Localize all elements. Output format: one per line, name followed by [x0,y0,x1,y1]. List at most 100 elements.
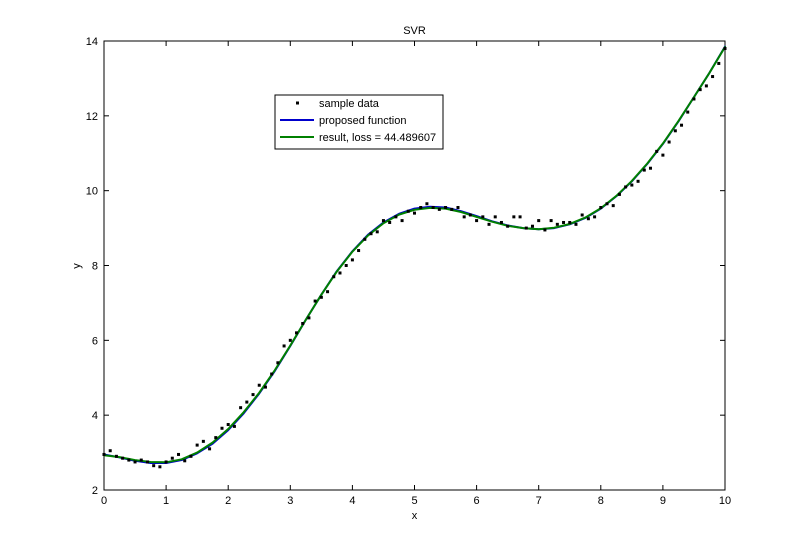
sample-data-point [313,299,317,303]
sample-data-point [282,344,286,348]
sample-data-point [530,224,534,228]
sample-data-point [102,452,106,456]
sample-data-point [139,458,143,462]
y-tick-label: 12 [86,111,98,123]
sample-data-point [680,123,684,127]
sample-data-point [444,206,448,209]
sample-data-point [481,215,485,219]
sample-data-point [251,393,255,397]
sample-data-point [518,215,522,219]
sample-data-point [537,219,541,223]
x-tick-label: 7 [536,495,542,507]
sample-data-point [617,192,621,196]
x-tick-label: 3 [287,495,293,507]
sample-data-point [239,406,243,410]
sample-data-point [357,249,361,253]
sample-data-point [406,209,410,213]
sample-data-point [301,322,305,325]
sample-data-point [704,84,708,88]
sample-data-point [593,215,597,219]
sample-data-point [177,452,181,456]
sample-data-point [183,459,187,463]
sample-data-point [189,454,193,458]
sample-data-point [326,290,330,294]
y-tick-label: 4 [92,410,98,422]
sample-data-point [562,220,566,224]
sample-data-markers [102,46,727,469]
sample-data-point [475,219,479,223]
sample-data-point [344,264,348,267]
sample-data-point [673,129,677,133]
sample-data-point [437,207,441,211]
sample-data-point [220,426,224,430]
sample-data-point [586,217,590,221]
sample-data-point [226,423,230,427]
sample-data-point [350,258,354,262]
y-tick-label: 2 [92,485,98,497]
sample-data-point [114,454,118,458]
sample-data-point [636,179,640,183]
x-tick-label: 4 [349,495,355,507]
sample-data-point [605,202,609,206]
sample-data-point [394,215,398,219]
sample-data-point [599,206,603,209]
sample-data-point [468,213,472,217]
x-tick-label: 2 [225,495,231,507]
y-tick-label: 8 [92,261,98,273]
sample-data-point [425,202,429,206]
sample-data-point [319,295,323,299]
sample-data-point [543,228,547,232]
x-tick-label: 0 [101,495,107,507]
sample-data-point [555,222,559,226]
sample-data-point [145,460,149,464]
x-tick-label: 5 [411,495,417,507]
legend-marker-sample-data [296,101,299,105]
x-tick-label: 10 [719,495,731,507]
sample-data-point [270,372,274,376]
legend-box [274,94,444,150]
sample-data-point [512,215,516,219]
sample-data-point [692,97,696,101]
sample-data-point [369,232,373,236]
sample-data-point [487,222,491,226]
sample-data-point [295,331,299,335]
sample-data-point [568,220,572,224]
sample-data-point [499,220,503,224]
sample-data-point [723,46,727,50]
series-lines [103,45,726,465]
sample-data-point [661,153,665,157]
sample-data-point [276,361,280,365]
sample-data-point [524,226,528,230]
x-tick-label: 8 [598,495,604,507]
sample-data-point [717,61,721,65]
sample-data-point [648,166,652,170]
sample-data-point [450,207,454,211]
sample-data-point [288,338,292,342]
sample-data-point [655,149,659,153]
sample-data-point [611,204,615,208]
sample-data-point [338,271,342,275]
sample-data-point [263,385,267,389]
sample-data-point [431,206,435,209]
sample-data-point [686,110,690,114]
sample-data-point [158,465,162,469]
sample-data-point [307,316,311,320]
legend-label: sample data [319,98,380,110]
sample-data-point [624,185,628,189]
sample-data-point [170,456,174,460]
sample-data-point [493,215,497,219]
sample-data-point [413,211,416,215]
sample-data-point [698,88,702,92]
x-tick-label: 9 [660,495,666,507]
sample-data-point [711,75,715,79]
sample-data-point [108,449,112,453]
sample-data-point [164,460,168,464]
legend-label: proposed function [319,115,406,127]
sample-data-point [419,206,423,209]
y-tick-label: 14 [86,36,98,48]
sample-data-point [381,219,385,223]
y-tick-label: 10 [86,186,98,198]
sample-data-point [208,447,212,451]
sample-data-point [363,237,367,241]
